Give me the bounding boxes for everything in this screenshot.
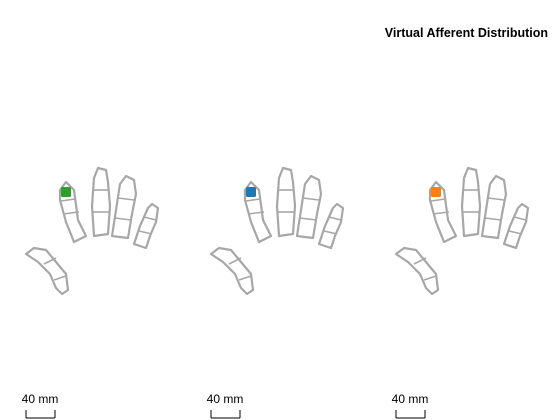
- scale-bar: 40 mm: [22, 392, 59, 419]
- thumb: [209, 246, 255, 296]
- hand-panel: 40 mm: [392, 166, 530, 419]
- afferent-receptive-field: [246, 187, 256, 197]
- middle-finger: [90, 166, 112, 238]
- middle-finger: [460, 166, 482, 238]
- thumb: [394, 246, 440, 296]
- hand-outline: [394, 166, 530, 296]
- little-finger: [317, 202, 345, 250]
- scale-bar-label: 40 mm: [207, 392, 244, 406]
- thumb: [24, 246, 70, 296]
- hand-outline: [24, 166, 160, 296]
- ring-finger: [110, 174, 138, 240]
- hand-panel: 40 mm: [207, 166, 345, 419]
- hand-outline: [209, 166, 345, 296]
- little-finger: [132, 202, 160, 250]
- scale-bar: 40 mm: [392, 392, 429, 419]
- little-finger: [502, 202, 530, 250]
- hand-panel: 40 mm: [22, 166, 160, 419]
- ring-finger: [295, 174, 323, 240]
- scale-bar-label: 40 mm: [22, 392, 59, 406]
- ring-finger: [480, 174, 508, 240]
- afferent-receptive-field: [431, 187, 441, 197]
- scale-bar: 40 mm: [207, 392, 244, 419]
- figure-title: Virtual Afferent Distribution: [385, 26, 548, 40]
- afferent-receptive-field: [61, 187, 71, 197]
- hand-panels: 40 mm 40 mm 40 mm: [22, 166, 530, 419]
- scale-bar-label: 40 mm: [392, 392, 429, 406]
- middle-finger: [275, 166, 297, 238]
